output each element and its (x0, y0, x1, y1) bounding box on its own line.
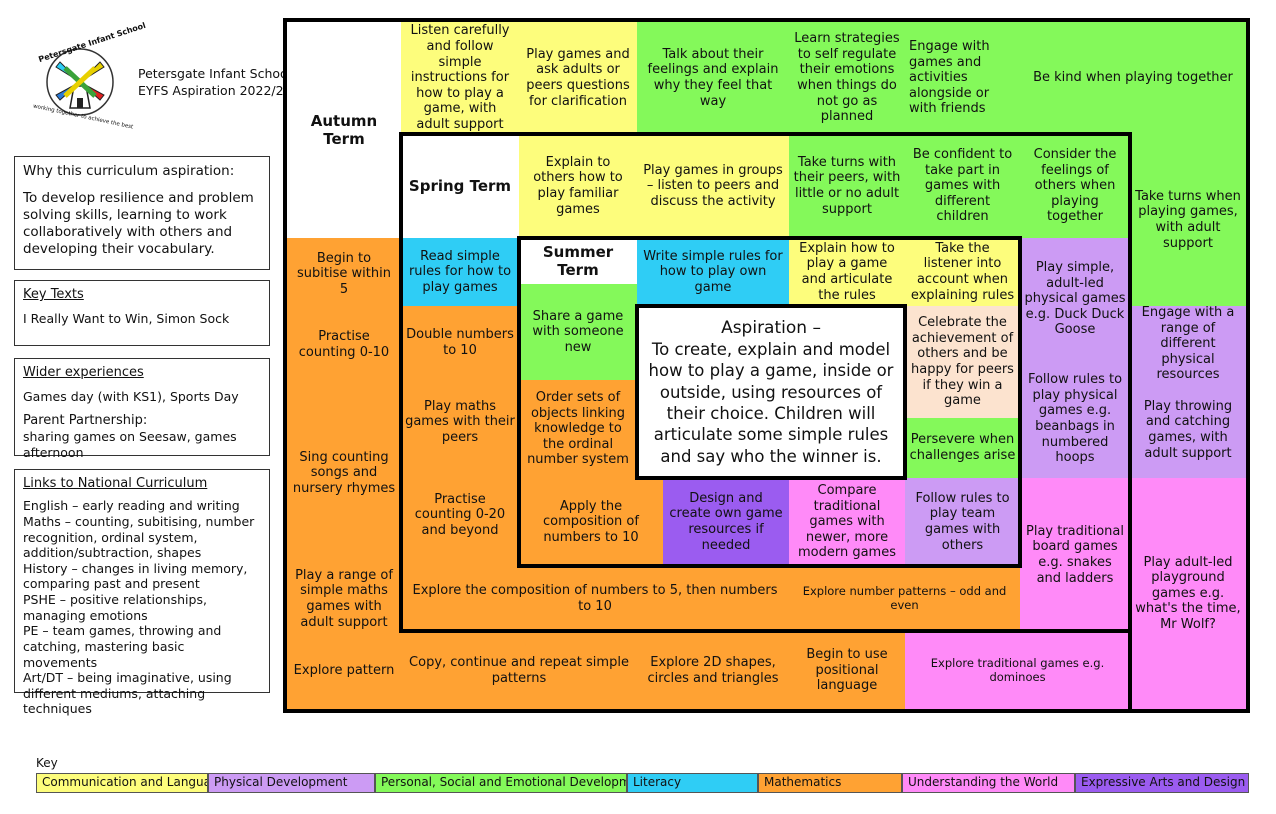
key-texts-box: Key Texts I Really Want to Win, Simon So… (14, 280, 270, 346)
cell-a6: Be kind when playing together (1020, 22, 1246, 134)
cell-su10: Compare traditional games with newer, mo… (789, 478, 905, 566)
cell-b5: Begin to use positional language (789, 632, 905, 709)
cell-su8: Apply the composition of numbers to 10 (519, 478, 663, 566)
cell-s1: Explain to others how to play familiar g… (519, 134, 637, 238)
cell-m4: Play a range of simple maths games with … (287, 566, 401, 632)
cell-m2: Practise counting 0-10 (287, 310, 401, 380)
windmill-icon (46, 48, 114, 116)
cell-s5: Consider the feelings of others when pla… (1020, 134, 1130, 238)
why-title: Why this curriculum aspiration: (23, 163, 235, 179)
aspiration-title: Aspiration – (721, 317, 821, 338)
key-texts-title: Key Texts (23, 287, 84, 302)
cell-b6: Explore traditional games e.g. dominoes (905, 632, 1130, 709)
cell-sp2: Double numbers to 10 (401, 306, 519, 380)
cell-s2: Play games in groups – listen to peers a… (637, 134, 789, 238)
cell-su5: Order sets of objects linking knowledge … (519, 380, 637, 478)
cell-su3: Take the listener into account when expl… (905, 238, 1020, 306)
why-text: To develop resilience and problem solvin… (23, 189, 254, 257)
cell-a4: Learn strategies to self regulate their … (789, 22, 905, 134)
curriculum-link: History – changes in living memory, comp… (23, 560, 248, 592)
wider-experiences-box: Wider experiences Games day (with KS1), … (14, 358, 270, 460)
cell-sp3: Play maths games with their peers (401, 380, 519, 464)
why-box: Why this curriculum aspiration: To devel… (14, 156, 270, 270)
cell-m5: Explore pattern (287, 632, 401, 709)
key-communication: Communication and Language (36, 773, 208, 793)
summer-term-label: Summer Term (519, 238, 637, 284)
cell-a3: Talk about their feelings and explain wh… (637, 22, 789, 134)
links-title: Links to National Curriculum (23, 476, 208, 491)
cell-a5: Engage with games and activities alongsi… (905, 22, 1020, 134)
autumn-term-label: Autumn Term (287, 22, 401, 238)
cell-su9: Design and create own game resources if … (663, 478, 789, 566)
cell-su6: Celebrate the achievement of others and … (905, 306, 1020, 418)
cell-su4: Share a game with someone new (519, 284, 637, 380)
page-subtitle: EYFS Aspiration 2022/23 (138, 83, 292, 98)
cell-p3: Play traditional board games e.g. snakes… (1020, 478, 1130, 632)
key-mathematics: Mathematics (758, 773, 902, 793)
curriculum-link: PE – team games, throwing and catching, … (23, 623, 222, 670)
curriculum-link: PSHE – positive relationships, managing … (23, 592, 207, 623)
key-physical: Physical Development (208, 773, 375, 793)
cell-b1: Explore the composition of numbers to 5,… (401, 566, 789, 632)
cell-s3: Take turns with their peers, with little… (789, 134, 905, 238)
cell-p1: Play simple, adult-led physical games e.… (1020, 238, 1130, 360)
cell-su1: Write simple rules for how to play own g… (637, 238, 789, 306)
cell-m1: Begin to subitise within 5 (287, 238, 401, 310)
cell-su2: Explain how to play a game and articulat… (789, 238, 905, 306)
cell-b2: Explore number patterns – odd and even (789, 566, 1020, 632)
curriculum-link: Maths – counting, subitising, number rec… (23, 513, 255, 561)
cell-sp4: Practise counting 0-20 and beyond (401, 464, 519, 566)
curriculum-link: Art/DT – being imaginative, using differ… (23, 670, 232, 717)
cell-r-turns: Take turns when playing games, with adul… (1130, 134, 1246, 306)
cell-p6: Play adult-led playground games e.g. wha… (1130, 478, 1246, 709)
cell-su11: Follow rules to play team games with oth… (905, 478, 1020, 566)
national-curriculum-box: Links to National Curriculum English – e… (14, 469, 270, 716)
cell-s4: Be confident to take part in games with … (905, 134, 1020, 238)
school-name: Petersgate Infant School (138, 66, 292, 81)
cell-p5: Play throwing and catching games, with a… (1130, 382, 1246, 478)
key-expressive-arts: Expressive Arts and Design (1075, 773, 1249, 793)
key-title: Key (36, 756, 58, 770)
cell-m3: Sing counting songs and nursery rhymes (287, 380, 401, 566)
school-logo: Petersgate Infant School working togethe… (30, 21, 146, 131)
wider-text: Games day (with KS1), Sports Day (23, 389, 239, 405)
aspiration-grid: Autumn Term Listen carefully and follow … (283, 18, 1250, 713)
key-literacy: Literacy (627, 773, 758, 793)
parent-title: Parent Partnership: (23, 412, 148, 428)
cell-a2: Play games and ask adults or peers quest… (519, 22, 637, 134)
key-understanding: Understanding the World (902, 773, 1075, 793)
cell-sp1: Read simple rules for how to play games (401, 238, 519, 306)
cell-a1: Listen carefully and follow simple instr… (401, 22, 519, 134)
curriculum-link: English – early reading and writing (23, 498, 240, 514)
key-texts-text: I Really Want to Win, Simon Sock (23, 311, 230, 327)
key-pse: Personal, Social and Emotional Developme… (375, 773, 627, 793)
cell-p2: Follow rules to play physical games e.g.… (1020, 360, 1130, 478)
wider-title: Wider experiences (23, 365, 144, 380)
cell-su7: Persevere when challenges arise (905, 418, 1020, 478)
cell-b4: Explore 2D shapes, circles and triangles (637, 632, 789, 709)
cell-b3: Copy, continue and repeat simple pattern… (401, 632, 637, 709)
cell-p4: Engage with a range of different physica… (1130, 306, 1246, 382)
aspiration-box: Aspiration – To create, explain and mode… (637, 306, 905, 478)
spring-term-label: Spring Term (401, 134, 519, 238)
parent-text: sharing games on Seesaw, games afternoon (23, 429, 237, 460)
aspiration-text: To create, explain and model how to play… (648, 339, 894, 466)
